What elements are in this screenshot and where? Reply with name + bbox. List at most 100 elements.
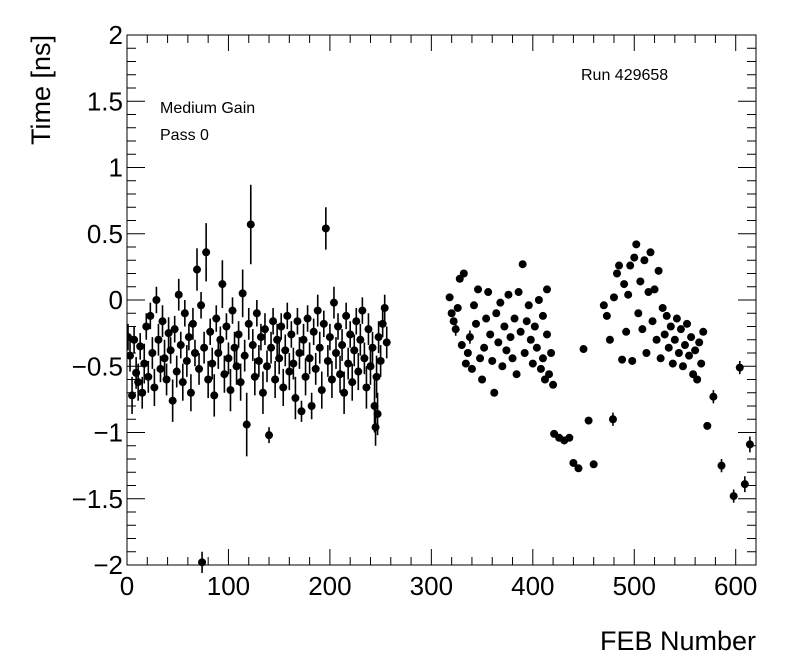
x-axis-title: FEB Number [600,626,756,656]
data-point [498,362,507,371]
data-point [490,388,499,397]
data-point [344,359,353,368]
data-point [370,402,379,410]
data-point [538,354,547,363]
data-point [549,380,558,389]
data-point [613,269,622,278]
data-point [142,322,151,331]
data-point [574,464,583,473]
data-point [311,364,320,373]
data-point [160,354,169,363]
data-point [461,359,470,368]
data-point [579,345,588,354]
data-point [150,383,159,392]
data-point [146,311,155,320]
data-point [331,349,340,357]
data-point [291,394,300,403]
data-point [480,343,489,352]
data-point [520,349,529,357]
data-point [197,301,206,310]
data-point [336,370,345,379]
data-point [672,314,681,323]
data-point [168,396,177,405]
data-point [602,311,611,320]
y-tick-label: 0.5 [87,219,123,249]
data-point [329,298,338,307]
data-point [565,433,574,442]
data-point [445,293,454,302]
data-point [313,306,322,315]
data-point [258,388,267,397]
data-point [703,421,712,430]
data-point [208,359,217,368]
data-point [510,314,519,323]
data-point [138,388,147,397]
data-point [609,293,618,302]
data-point [676,325,685,334]
data-point [512,370,521,379]
data-point [220,370,229,379]
x-tick-label: 400 [511,571,554,601]
data-point [695,338,704,347]
data-point [234,330,243,339]
data-point [362,383,371,392]
data-point [299,335,308,344]
data-point [338,341,347,350]
data-point [144,372,153,381]
data-point [180,309,189,318]
data-point [634,309,643,318]
data-point [630,253,639,262]
data-point [652,335,661,344]
data-point [319,319,328,328]
y-tick-label: −2 [93,550,123,580]
data-point [709,392,718,401]
data-point [198,558,207,567]
data-point [354,367,363,376]
data-point [289,359,298,368]
data-point [532,343,541,352]
data-point [662,311,671,320]
data-point [526,335,535,344]
data-point [195,364,204,373]
data-point [358,306,367,315]
data-point [524,301,533,310]
data-point [476,354,485,363]
data-point [518,260,527,269]
data-point [632,240,641,249]
data-point [244,319,253,328]
data-point [538,311,547,320]
data-point [321,224,330,233]
data-point [453,303,462,312]
data-point [656,354,665,363]
data-point [271,375,280,384]
data-point [382,338,391,347]
data-point [136,342,145,351]
data-point [372,372,381,381]
data-point [206,327,215,336]
data-point [373,409,382,418]
data-point [232,362,241,371]
data-point [628,356,637,365]
data-point [670,335,679,344]
data-point [212,314,221,323]
data-point [693,375,702,384]
data-point [256,333,265,342]
data-point [293,317,302,326]
data-point [263,362,272,371]
data-point [154,335,163,344]
data-point [265,431,274,440]
data-point [680,341,689,350]
data-point [283,311,292,320]
data-point [340,388,349,397]
data-point [178,378,187,387]
data-point [687,333,696,342]
data-point [664,343,673,352]
data-point [504,290,513,299]
data-point [492,309,501,318]
y-tick-label: −1 [93,418,123,448]
data-point [301,372,310,381]
data-point [182,356,191,365]
data-point [297,407,306,416]
data-point [348,378,357,387]
data-point [246,220,255,229]
